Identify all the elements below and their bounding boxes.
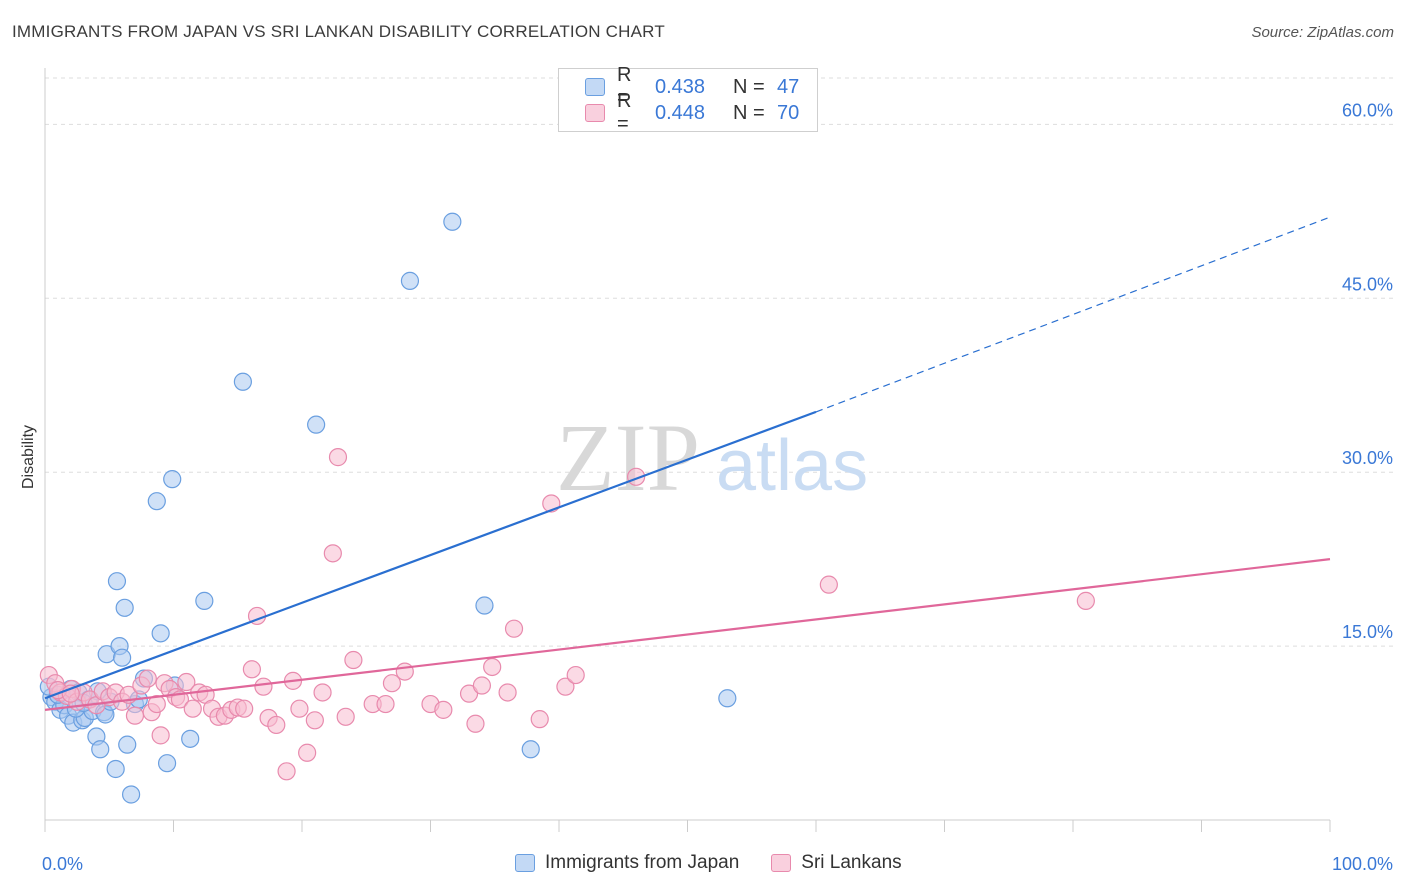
legend-n-value: 70 [777, 101, 800, 124]
data-point [163, 470, 182, 489]
trend-lines [44, 216, 1331, 711]
data-point [254, 677, 273, 696]
data-point [434, 700, 453, 719]
data-point [235, 699, 254, 718]
legend-n-label: N = [733, 101, 765, 124]
correlation-legend: R = 0.438 N = 47 R = 0.448 N = 70 [558, 64, 818, 135]
watermark: ZIP atlas [556, 404, 868, 511]
data-point [233, 372, 252, 391]
data-point [498, 683, 517, 702]
x-tick-label: 100.0% [1332, 854, 1393, 874]
data-point [382, 674, 402, 693]
data-point [475, 596, 494, 615]
y-tick-label: 60.0% [1342, 100, 1393, 120]
y-tick-label: 15.0% [1342, 622, 1393, 642]
data-point [819, 575, 838, 594]
data-point [483, 657, 502, 677]
data-point [125, 706, 145, 725]
tick-labels: 15.0% 30.0% 45.0% 60.0% 0.0% 100.0% [42, 100, 1393, 874]
legend-label-japan: Immigrants from Japan [545, 852, 740, 873]
grid-lines [45, 77, 1395, 647]
data-point [504, 619, 524, 638]
data-point [556, 677, 575, 696]
data-point [277, 762, 296, 781]
trend-line-japan-extension [815, 216, 1331, 413]
data-point [138, 669, 157, 688]
data-point [298, 743, 317, 762]
data-point [157, 754, 177, 773]
data-point [328, 448, 348, 467]
legend-r-value: 0.438 [655, 75, 706, 98]
legend-n-label: N = [733, 75, 765, 98]
data-point [290, 699, 309, 718]
y-tick-label: 30.0% [1342, 448, 1393, 468]
data-point [195, 591, 214, 610]
legend-swatch-srilanka [585, 104, 605, 122]
data-point [91, 740, 110, 759]
legend-row-japan: R = 0.438 N = 47 [585, 64, 800, 109]
legend-item-srilanka[interactable]: Sri Lankans [771, 852, 902, 874]
data-point [181, 729, 200, 748]
data-point [147, 694, 166, 714]
data-point [151, 624, 170, 643]
data-point [183, 699, 202, 718]
data-point [718, 689, 737, 708]
data-point [147, 492, 166, 511]
data-point [530, 710, 549, 729]
legend-label-srilanka: Sri Lankans [801, 852, 902, 873]
axes [44, 68, 1331, 832]
data-point [112, 648, 132, 667]
chart-title: IMMIGRANTS FROM JAPAN VS SRI LANKAN DISA… [12, 22, 665, 41]
source-label: Source: ZipAtlas.com [1251, 24, 1394, 41]
legend-swatch-japan [515, 854, 535, 872]
legend-item-japan[interactable]: Immigrants from Japan [515, 852, 739, 874]
data-point [459, 684, 479, 703]
data-point [521, 740, 540, 759]
data-point [323, 544, 342, 563]
legend-swatch-japan [585, 78, 605, 96]
data-point [305, 711, 324, 730]
series-srilanka-points [39, 448, 1095, 781]
data-point [400, 271, 420, 290]
data-point [118, 735, 137, 754]
data-point [313, 683, 332, 702]
y-tick-label: 45.0% [1342, 274, 1393, 294]
trend-line-japan [44, 410, 817, 700]
x-tick-label: 0.0% [42, 854, 83, 874]
trend-line-srilanka [44, 558, 1331, 711]
data-point [307, 415, 326, 434]
data-point [466, 714, 485, 733]
legend-r-value: 0.448 [655, 101, 706, 124]
watermark-zip: ZIP [556, 404, 700, 511]
data-point [106, 759, 125, 779]
data-point [115, 598, 134, 617]
legend-n-value: 47 [777, 75, 800, 98]
legend-r-label: R = [617, 64, 632, 109]
data-point [1076, 591, 1095, 610]
legend-swatch-srilanka [771, 854, 792, 872]
data-point [566, 665, 585, 685]
data-point [151, 726, 170, 745]
data-point [242, 660, 261, 679]
data-point [336, 707, 355, 726]
legend-row-srilanka: R = 0.448 N = 70 [585, 90, 800, 135]
series-legend: Immigrants from Japan Sri Lankans [515, 852, 934, 874]
data-point [267, 715, 286, 735]
data-point [443, 212, 462, 231]
data-point [107, 572, 127, 591]
data-point [472, 676, 491, 695]
data-point [395, 662, 414, 681]
data-point [376, 694, 395, 714]
data-point [177, 672, 196, 692]
watermark-atlas: atlas [716, 426, 868, 506]
data-point [344, 650, 363, 670]
legend-r-label: R = [617, 90, 632, 135]
data-point [121, 785, 141, 804]
y-axis-label: Disability [20, 425, 37, 489]
